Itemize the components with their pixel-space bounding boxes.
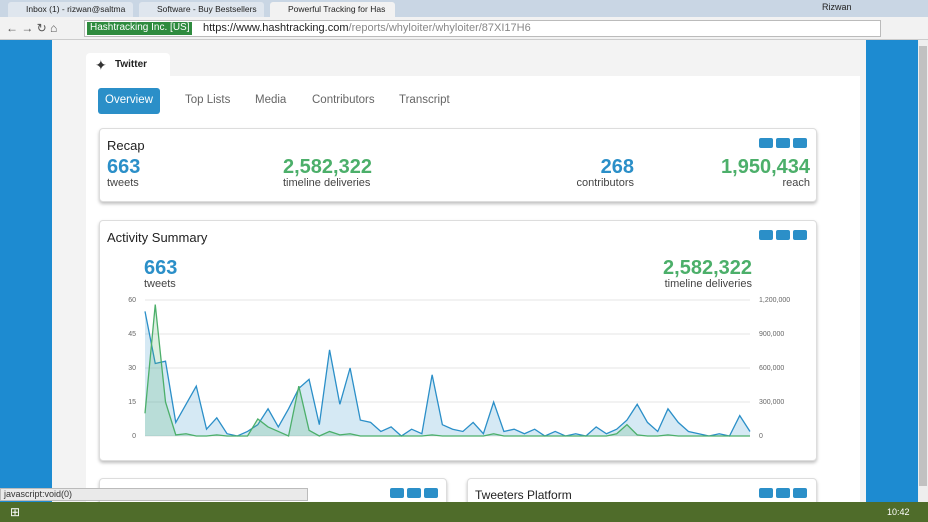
scrollbar (918, 40, 928, 502)
card-tool[interactable] (759, 488, 773, 498)
status-bar: javascript:void(0) (0, 488, 308, 501)
card-tool[interactable] (793, 230, 807, 240)
stat-label: reach (782, 177, 810, 189)
y-tick-label: 30 (128, 365, 136, 372)
nav: Overview Top Lists Media Contributors Transc… (98, 88, 498, 118)
card-tool[interactable] (793, 138, 807, 148)
nav-item[interactable]: Contributors (312, 94, 375, 106)
nav-buttons[interactable]: ← → ↻ ⌂ (6, 21, 58, 35)
stat-value: 1,950,434 (721, 156, 810, 178)
card-tool[interactable] (759, 138, 773, 148)
stat-label: tweets (107, 177, 139, 189)
y-tick-label: 15 (128, 399, 136, 406)
card-tool[interactable] (776, 488, 790, 498)
card-tool[interactable] (424, 488, 438, 498)
taskbar: ⊞ 10:42 (0, 502, 928, 522)
clock: 10:42 (887, 507, 910, 517)
browser-tab[interactable]: Inbox (1) - rizwan@saltma (8, 2, 133, 17)
nav-item[interactable]: Transcript (399, 94, 450, 106)
browser-tab[interactable]: Software - Buy Bestsellers (139, 2, 264, 17)
y2-tick-label: 1,200,000 (759, 297, 790, 304)
start[interactable]: ⊞ (10, 505, 21, 519)
area-line (144, 304, 750, 437)
y2-tick-label: 0 (759, 433, 763, 440)
card-tool[interactable] (776, 230, 790, 240)
y-tick-label: 0 (132, 433, 136, 440)
address-bar: ← → ↻ ⌂ Hashtracking Inc. [US] https://w… (0, 17, 928, 40)
platform-title: Tweeters Platform (475, 488, 572, 502)
url-path: /reports/whyloiter/whyloiter/87XI17H6 (348, 22, 531, 34)
twitter-icon: ✦ (95, 57, 107, 73)
card-tool[interactable] (407, 488, 421, 498)
tab-bar: Inbox (1) - rizwan@saltma Software - Buy … (0, 0, 928, 17)
nav-item[interactable]: Media (255, 94, 287, 106)
activity-title: Activity Summary (107, 230, 208, 245)
url: https://www.hashtracking.com/reports/why… (203, 22, 531, 34)
card-tool[interactable] (776, 138, 790, 148)
stat-value: 2,582,322 (663, 257, 752, 279)
stat-value: 268 (600, 156, 634, 178)
recap-card: Recap 663 tweets 2,582,322 timeline deliver… (99, 128, 817, 202)
card-tool[interactable] (390, 488, 404, 498)
stat-label: tweets (144, 278, 176, 290)
y2-tick-label: 900,000 (759, 331, 784, 338)
y2-tick-label: 600,000 (759, 365, 784, 372)
card-tool[interactable] (793, 488, 807, 498)
nav-item[interactable]: Top Lists (185, 94, 231, 106)
site-identity: Hashtracking Inc. [US] (87, 22, 193, 35)
recap-title: Recap (107, 138, 145, 153)
stat-value: 663 (107, 156, 141, 178)
stat-label: contributors (576, 177, 634, 189)
status-text: javascript:void(0) (4, 489, 73, 499)
url-host: https://www.hashtracking.com (203, 22, 349, 34)
stat-label: timeline deliveries (664, 278, 752, 290)
y-tick-label: 60 (128, 297, 136, 304)
browser-tab[interactable]: Powerful Tracking for Has (270, 2, 395, 17)
stat-value: 2,582,322 (283, 156, 372, 178)
area-line (144, 311, 751, 437)
omnibox[interactable]: Hashtracking Inc. [US] https://www.hasht… (84, 20, 881, 37)
nav-item[interactable]: Overview (98, 88, 160, 114)
y2-tick-label: 300,000 (759, 399, 784, 406)
card-tool[interactable] (759, 230, 773, 240)
area-fill (145, 304, 750, 436)
stat-label: timeline deliveries (283, 177, 371, 189)
y-tick-label: 45 (128, 331, 136, 338)
user: Rizwan (822, 2, 852, 12)
network-tab[interactable]: ✦ Twitter (86, 53, 170, 77)
stat-value: 663 (144, 257, 178, 279)
network-tab-label: Twitter (115, 59, 148, 70)
area-fill (145, 311, 750, 436)
